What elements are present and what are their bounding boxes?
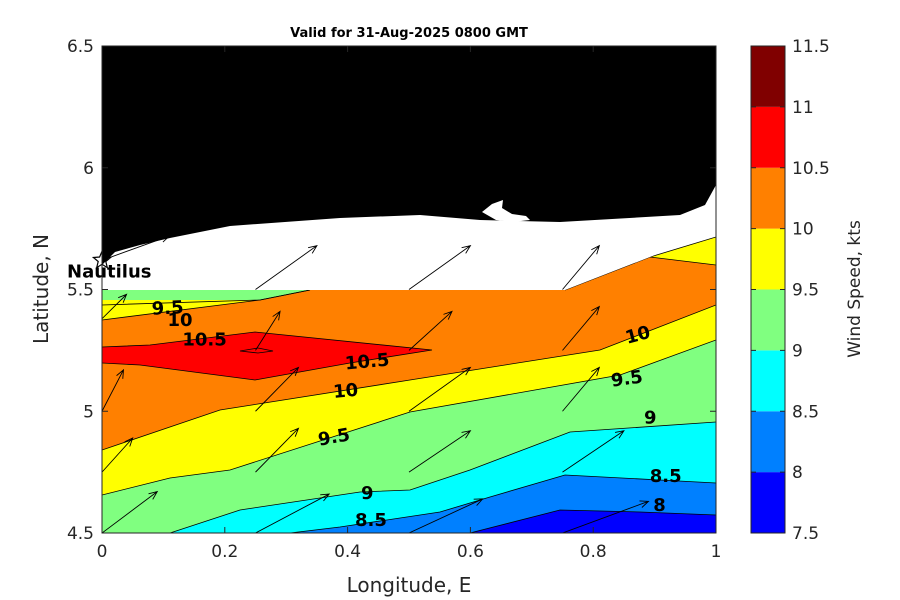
wind-vector-arrow xyxy=(408,430,472,473)
x-tick-label: 0.4 xyxy=(334,542,361,562)
y-tick-label: 4.5 xyxy=(67,524,94,544)
contour-label: 9 xyxy=(644,408,657,429)
wind-vector-arrow xyxy=(562,305,601,351)
contour-label: 10 xyxy=(167,310,192,331)
nodata-coastal-strip xyxy=(102,180,716,290)
contour-line-9-5-right xyxy=(649,236,716,258)
y-tick-label: 6.5 xyxy=(67,37,94,57)
wind-vector-arrow xyxy=(102,368,125,412)
contour-lines xyxy=(102,236,716,533)
wind-vector-arrow xyxy=(562,500,650,533)
colorbar-segment xyxy=(751,350,785,412)
wind-vector-arrow xyxy=(408,498,484,533)
wind-vector-arrow xyxy=(102,437,134,473)
contour-line-10-5-inner xyxy=(239,347,274,354)
wind-vector-arrow xyxy=(408,310,453,351)
x-tick-label: 1 xyxy=(711,542,722,562)
wind-vector-arrow xyxy=(562,430,625,473)
chart-title: Valid for 31-Aug-2025 0800 GMT xyxy=(290,26,528,41)
contour-label: 9 xyxy=(361,483,374,504)
contour-label: 8.5 xyxy=(355,510,387,531)
colorbar-segment xyxy=(751,228,785,290)
contour-label: 10.5 xyxy=(344,350,390,375)
wind-vector-arrow xyxy=(255,244,318,290)
contour-line-10-top xyxy=(102,289,311,321)
x-tick-label: 0.8 xyxy=(580,542,607,562)
colorbar-segment xyxy=(751,289,785,351)
colorbar-segment xyxy=(751,106,785,168)
plot-area xyxy=(102,46,716,533)
wind-vector-arrow xyxy=(562,244,601,290)
colorbar-tick-label: 11.5 xyxy=(792,37,830,57)
wind-vector-arrow xyxy=(102,293,128,320)
contour-line-10-lower xyxy=(102,304,716,451)
colorbar-segment xyxy=(751,411,785,473)
y-tick-label: 5 xyxy=(83,402,94,422)
land-mass xyxy=(102,46,716,265)
colorbar-label: Wind Speed, kts xyxy=(845,220,865,358)
contour-line-8-5 xyxy=(289,474,716,533)
y-axis: 4.5 5 5.5 6 6.5 xyxy=(67,37,716,544)
contour-label: 8.5 xyxy=(650,466,682,487)
colorbar-segment xyxy=(751,472,785,533)
contour-line-9 xyxy=(169,421,716,533)
colorbar-tick-label: 10 xyxy=(792,220,814,240)
colorbar-tick-label: 11 xyxy=(792,98,814,118)
y-tick-label: 6 xyxy=(83,159,94,179)
coastal-island xyxy=(482,200,530,222)
wind-vector-arrow xyxy=(562,366,601,412)
contour-label: 10 xyxy=(332,380,359,403)
wind-vector-arrow xyxy=(255,427,300,473)
nautilus-label: Nautilus xyxy=(67,261,152,282)
colorbar-tick-label: 8.5 xyxy=(792,402,819,422)
wind-vector-arrow xyxy=(102,234,171,261)
colorbar-tick-label: 7.5 xyxy=(792,524,819,544)
wind-vector-arrow xyxy=(255,366,300,412)
x-tick-label: 0.6 xyxy=(457,542,484,562)
wind-vector-arrow xyxy=(408,366,472,412)
colorbar-tick-label: 8 xyxy=(792,463,803,483)
colorbar-segment xyxy=(751,46,785,107)
contour-label: 10.5 xyxy=(182,330,226,351)
x-tick-label: 0.2 xyxy=(211,542,238,562)
colorbar-segment xyxy=(751,167,785,229)
y-tick-label: 5.5 xyxy=(67,281,94,301)
x-tick-label: 0 xyxy=(97,542,108,562)
x-axis: 0 0.2 0.4 0.6 0.8 1 xyxy=(97,46,722,562)
wind-vector-arrow xyxy=(255,310,281,351)
colorbar-tick-label: 9.5 xyxy=(792,281,819,301)
colorbar-tick-label: 10.5 xyxy=(792,159,830,179)
contour-label: 9.5 xyxy=(151,297,184,320)
contour-line-8 xyxy=(469,509,716,533)
wind-vector-arrow xyxy=(102,490,159,533)
contour-line-10-5 xyxy=(102,331,433,381)
contour-label: 8 xyxy=(653,495,666,516)
y-axis-label: Latitude, N xyxy=(29,234,53,344)
wind-vectors xyxy=(102,234,650,533)
wind-vector-arrow xyxy=(408,244,472,290)
contour-line-9-5-lower xyxy=(102,339,716,496)
wind-vector-arrow xyxy=(255,493,331,533)
colorbar: 7.5 8 8.5 9 9.5 10 10.5 11 11.5 xyxy=(750,37,830,544)
colorbar-tick-label: 9 xyxy=(792,341,803,361)
contour-label: 9.5 xyxy=(610,366,645,391)
x-axis-label: Longitude, E xyxy=(347,573,472,597)
band-10-5-to-11 xyxy=(102,332,432,380)
